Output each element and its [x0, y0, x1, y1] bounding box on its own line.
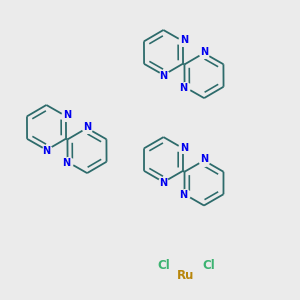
- Text: N: N: [180, 35, 188, 46]
- Text: Cl: Cl: [157, 259, 170, 272]
- Text: N: N: [159, 178, 168, 188]
- Text: N: N: [160, 71, 168, 81]
- Text: N: N: [180, 143, 188, 153]
- Text: N: N: [179, 82, 188, 93]
- Text: N: N: [62, 158, 70, 168]
- Text: N: N: [200, 154, 208, 164]
- Text: N: N: [200, 47, 208, 57]
- Text: N: N: [179, 190, 188, 200]
- Text: N: N: [43, 146, 51, 156]
- Text: Cl: Cl: [202, 259, 215, 272]
- Text: N: N: [63, 110, 71, 121]
- Text: N: N: [83, 122, 91, 132]
- Text: Ru: Ru: [177, 269, 194, 282]
